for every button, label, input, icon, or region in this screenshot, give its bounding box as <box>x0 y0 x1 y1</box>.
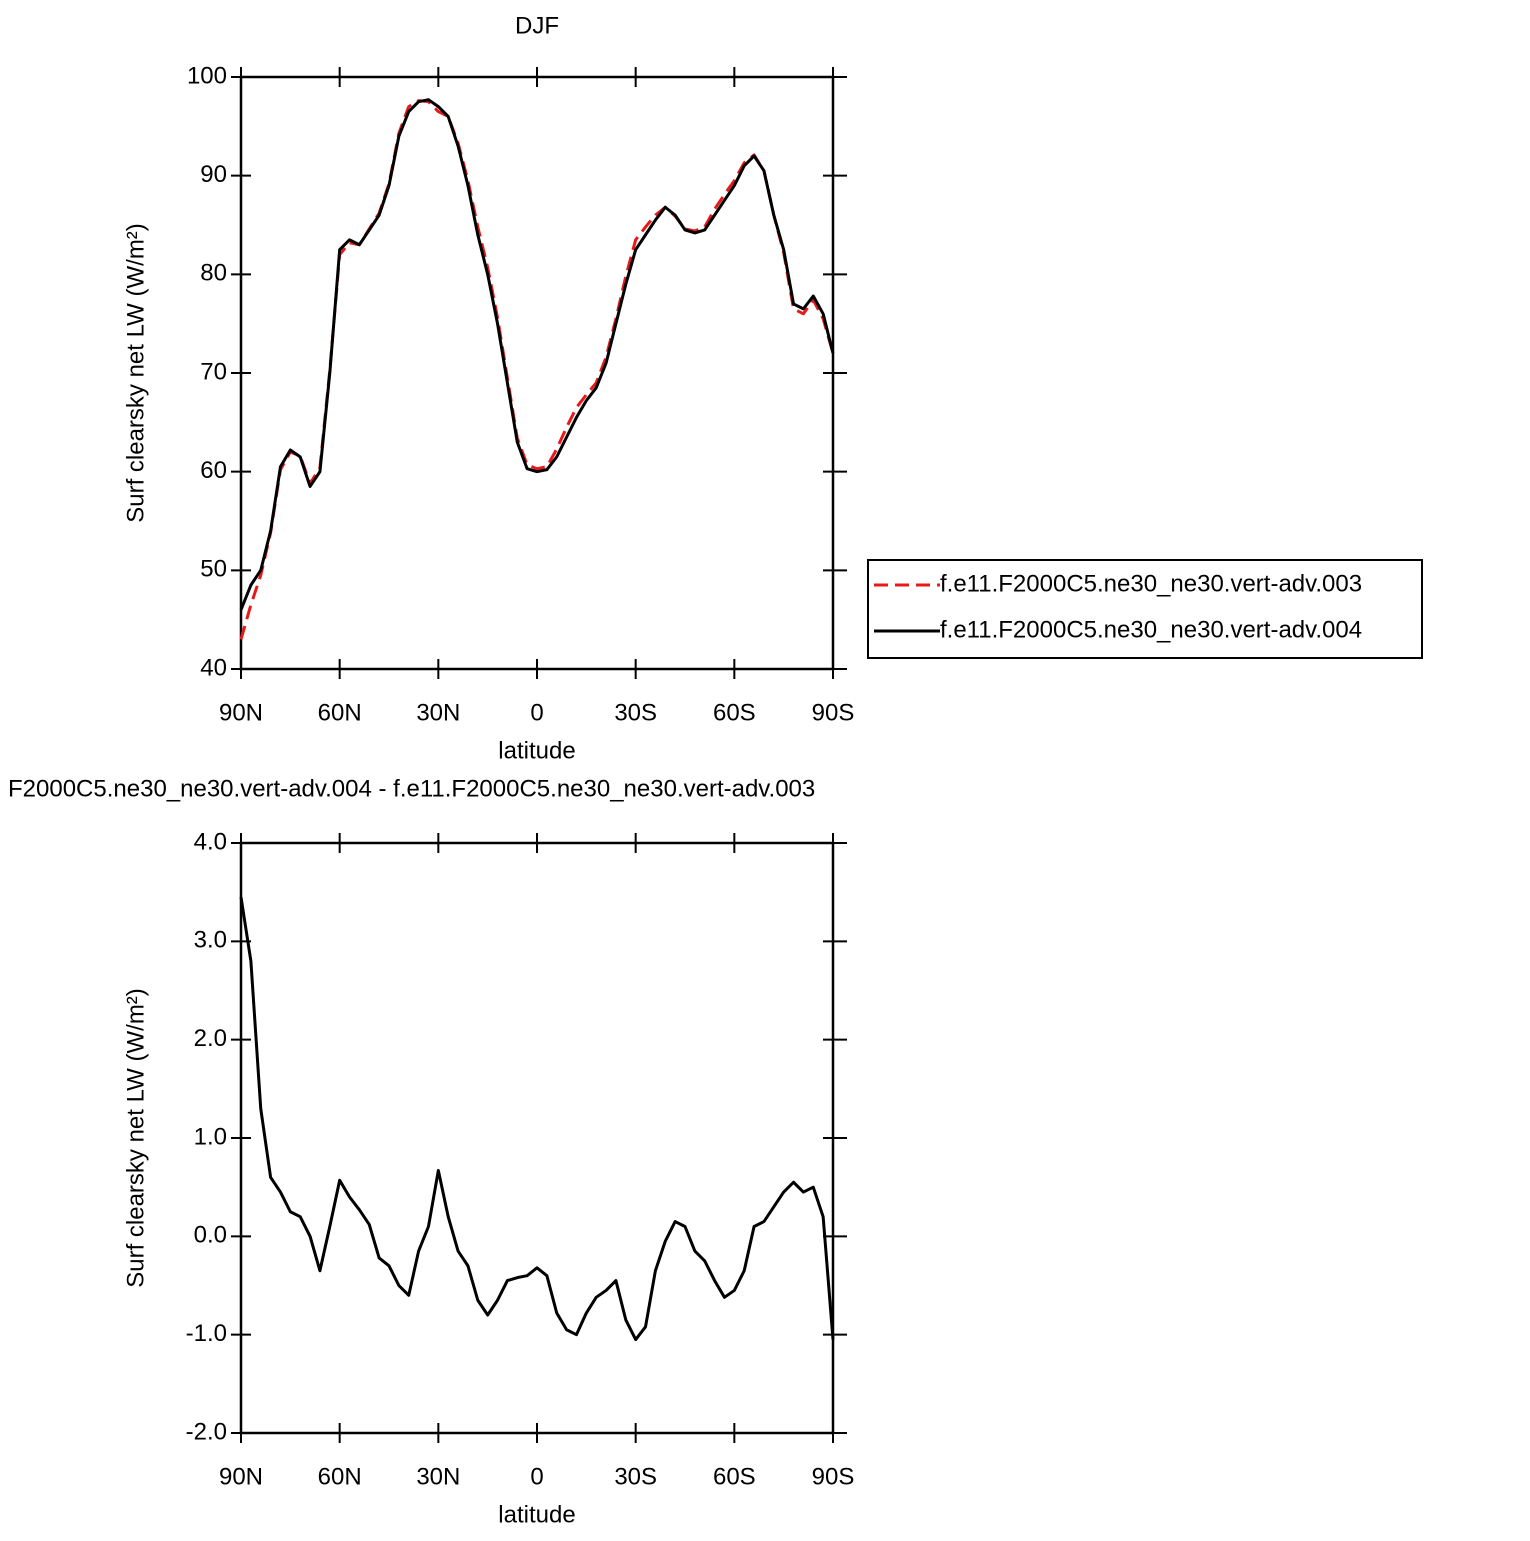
x-tick-label: 0 <box>530 1463 543 1490</box>
y-axis-label: Surf clearsky net LW (W/m²) <box>122 988 149 1288</box>
y-tick-label: 2.0 <box>194 1025 227 1052</box>
y-axis-label: Surf clearsky net LW (W/m²) <box>122 223 149 523</box>
x-tick-label: 90N <box>219 699 263 726</box>
chart-title: DJF <box>515 12 559 39</box>
y-tick-label: 70 <box>200 358 227 385</box>
chart-title: F2000C5.ne30_ne30.vert-adv.004 - f.e11.F… <box>8 775 815 802</box>
y-tick-label: 1.0 <box>194 1123 227 1150</box>
x-tick-label: 30S <box>614 699 657 726</box>
x-tick-label: 90N <box>219 1463 263 1490</box>
y-tick-label: 3.0 <box>194 927 227 954</box>
y-tick-label: 80 <box>200 260 227 287</box>
x-tick-label: 60N <box>318 699 362 726</box>
x-axis-label: latitude <box>498 1501 575 1528</box>
x-tick-label: 60S <box>713 699 756 726</box>
y-tick-label: 4.0 <box>194 828 227 855</box>
x-tick-label: 60N <box>318 1463 362 1490</box>
y-tick-label: 0.0 <box>194 1222 227 1249</box>
legend-label: f.e11.F2000C5.ne30_ne30.vert-adv.004 <box>940 616 1362 643</box>
x-axis-label: latitude <box>498 737 575 764</box>
legend-frame <box>867 559 1423 659</box>
plot-frame <box>239 841 835 1435</box>
x-tick-label: 0 <box>530 699 543 726</box>
x-tick-label: 30N <box>416 1463 460 1490</box>
legend <box>867 559 1423 659</box>
y-tick-label: 90 <box>200 161 227 188</box>
y-tick-label: -1.0 <box>186 1320 227 1347</box>
y-tick-label: 40 <box>200 654 227 681</box>
data-line <box>239 98 835 611</box>
x-tick-label: 90S <box>812 1463 855 1490</box>
x-tick-label: 90S <box>812 699 855 726</box>
legend-label: f.e11.F2000C5.ne30_ne30.vert-adv.003 <box>940 570 1362 597</box>
x-tick-label: 60S <box>713 1463 756 1490</box>
y-tick-label: 50 <box>200 556 227 583</box>
data-line <box>239 896 835 1342</box>
x-tick-label: 30N <box>416 699 460 726</box>
x-tick-label: 30S <box>614 1463 657 1490</box>
y-tick-label: 60 <box>200 457 227 484</box>
y-tick-label: 100 <box>187 62 227 89</box>
y-tick-label: -2.0 <box>186 1418 227 1445</box>
